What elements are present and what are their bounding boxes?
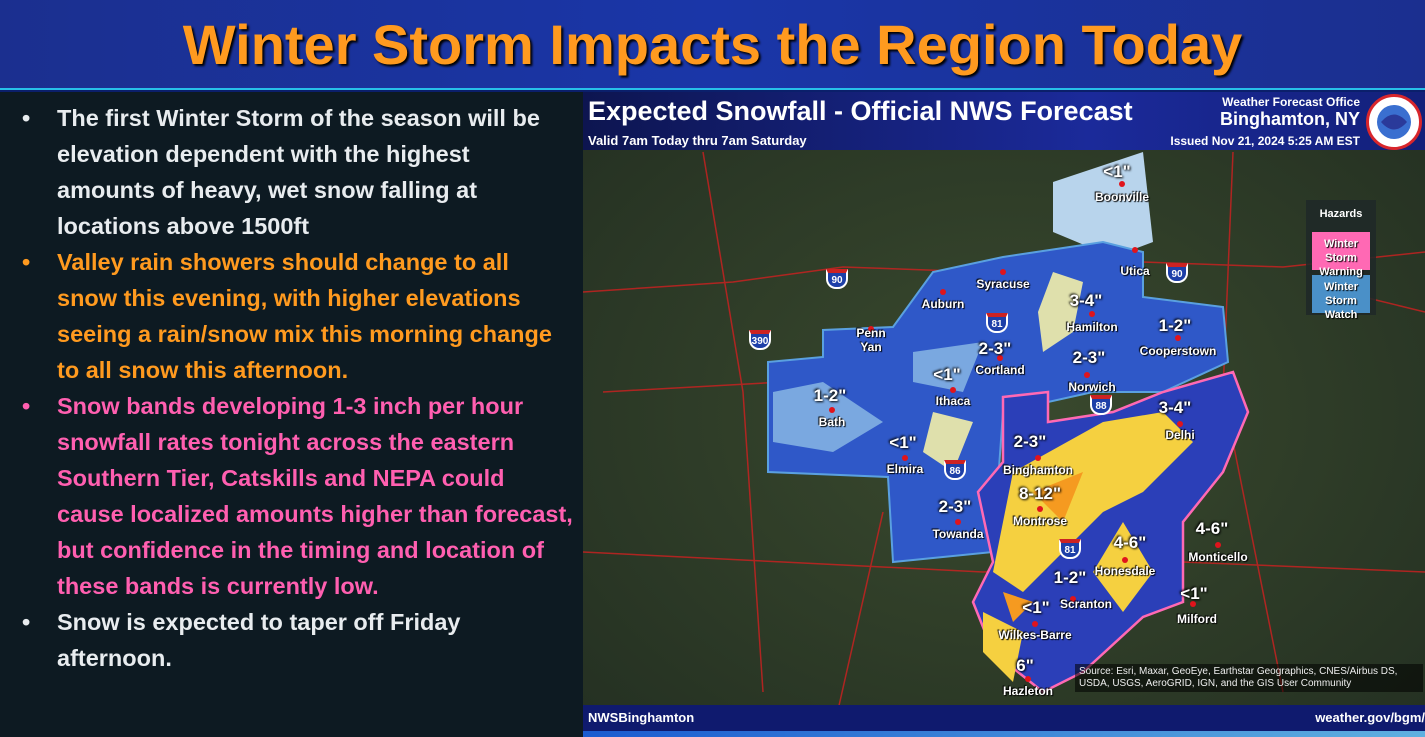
city-label: Scranton [1059, 597, 1113, 611]
interstate-shield-icon: 88 [1090, 395, 1112, 415]
snow-amount: 4-6" [1195, 519, 1229, 538]
city-label: Cortland [975, 363, 1025, 377]
map-title: Expected Snowfall - Official NWS Forecas… [588, 96, 1133, 126]
snow-area-north [1053, 152, 1153, 257]
map-header: Expected Snowfall - Official NWS Forecas… [583, 92, 1425, 150]
interstate-shield-icon: 81 [1059, 539, 1081, 559]
interstate-shield-icon: 390 [749, 330, 771, 350]
city-label: Towanda [932, 527, 984, 541]
snow-amount: 2-3" [1072, 348, 1106, 367]
city-label: Elmira [886, 462, 924, 476]
snow-amount: 3-4" [1158, 398, 1192, 417]
city-label: Cooperstown [1139, 344, 1217, 358]
snow-amount: 2-3" [1013, 432, 1047, 451]
city-label: Norwich [1068, 380, 1116, 394]
snow-amount: 6" [1016, 656, 1034, 675]
snow-amount: 1-2" [1158, 316, 1192, 335]
snow-amount: 3-4" [1069, 291, 1103, 310]
city-label: Syracuse [976, 277, 1030, 291]
city-label: Hazleton [1002, 684, 1054, 698]
bottom-bar [583, 731, 1425, 737]
nws-logo-icon [1366, 94, 1422, 150]
city-label: Utica [1120, 264, 1150, 278]
snow-amount: <1" [889, 433, 917, 452]
map-footer: NWSBinghamton weather.gov/bgm/ [583, 705, 1425, 731]
snow-amount: <1" [1180, 584, 1208, 603]
city-label: Boonville [1094, 190, 1150, 204]
map-graphic [583, 92, 1425, 737]
city-label: Monticello [1188, 550, 1248, 564]
hazards-legend: Hazards Winter Storm Warning Winter Stor… [1306, 200, 1376, 321]
snow-area-watch [767, 240, 1230, 564]
bullet-item: Snow is expected to taper off Friday aft… [22, 604, 573, 676]
legend-warning: Winter Storm Warning [1312, 232, 1370, 278]
legend-watch: Winter Storm Watch [1312, 275, 1370, 321]
snow-amount: 4-6" [1113, 533, 1147, 552]
city-label: Honesdale [1094, 564, 1156, 578]
interstate-shield-icon: 86 [944, 460, 966, 480]
city-label: Binghamton [1003, 463, 1073, 477]
bullet-panel: The first Winter Storm of the season wil… [0, 92, 583, 737]
snow-amount: 2-3" [978, 339, 1012, 358]
city-label: Delhi [1165, 428, 1195, 442]
issued-time: Issued Nov 21, 2024 5:25 AM EST [1170, 134, 1360, 148]
city-label: Ithaca [935, 394, 971, 408]
map-source: Source: Esri, Maxar, GeoEye, Earthstar G… [1075, 664, 1423, 692]
bullet-item: Snow bands developing 1-3 inch per hour … [22, 388, 573, 604]
snow-amount: <1" [933, 365, 961, 384]
city-label: Penn Yan [856, 326, 886, 354]
office-city: Binghamton, NY [1220, 109, 1360, 129]
office-label: Weather Forecast Office [1222, 95, 1360, 109]
valid-period: Valid 7am Today thru 7am Saturday [588, 133, 807, 148]
interstate-shield-icon: 90 [826, 269, 848, 289]
snow-amount: 8-12" [1018, 484, 1062, 503]
city-label: Bath [818, 415, 846, 429]
snowfall-map: Expected Snowfall - Official NWS Forecas… [583, 92, 1425, 737]
snow-amount: <1" [1022, 598, 1050, 617]
snow-amount: 2-3" [938, 497, 972, 516]
city-label: Wilkes-Barre [998, 628, 1072, 642]
city-label: Montrose [1013, 514, 1067, 528]
city-label: Milford [1177, 612, 1217, 626]
footer-handle: NWSBinghamton [588, 710, 695, 725]
snow-amount: 1-2" [813, 386, 847, 405]
legend-title: Hazards [1319, 208, 1363, 220]
bullet-item: Valley rain showers should change to all… [22, 244, 573, 388]
snow-amount: <1" [1103, 162, 1131, 181]
snow-amount: 1-2" [1053, 568, 1087, 587]
footer-url[interactable]: weather.gov/bgm/ [1315, 710, 1425, 725]
interstate-shield-icon: 81 [986, 313, 1008, 333]
slide-title: Winter Storm Impacts the Region Today [0, 0, 1425, 90]
city-label: Hamilton [1066, 320, 1118, 334]
interstate-shield-icon: 90 [1166, 263, 1188, 283]
city-label: Auburn [921, 297, 965, 311]
bullet-item: The first Winter Storm of the season wil… [22, 100, 573, 244]
